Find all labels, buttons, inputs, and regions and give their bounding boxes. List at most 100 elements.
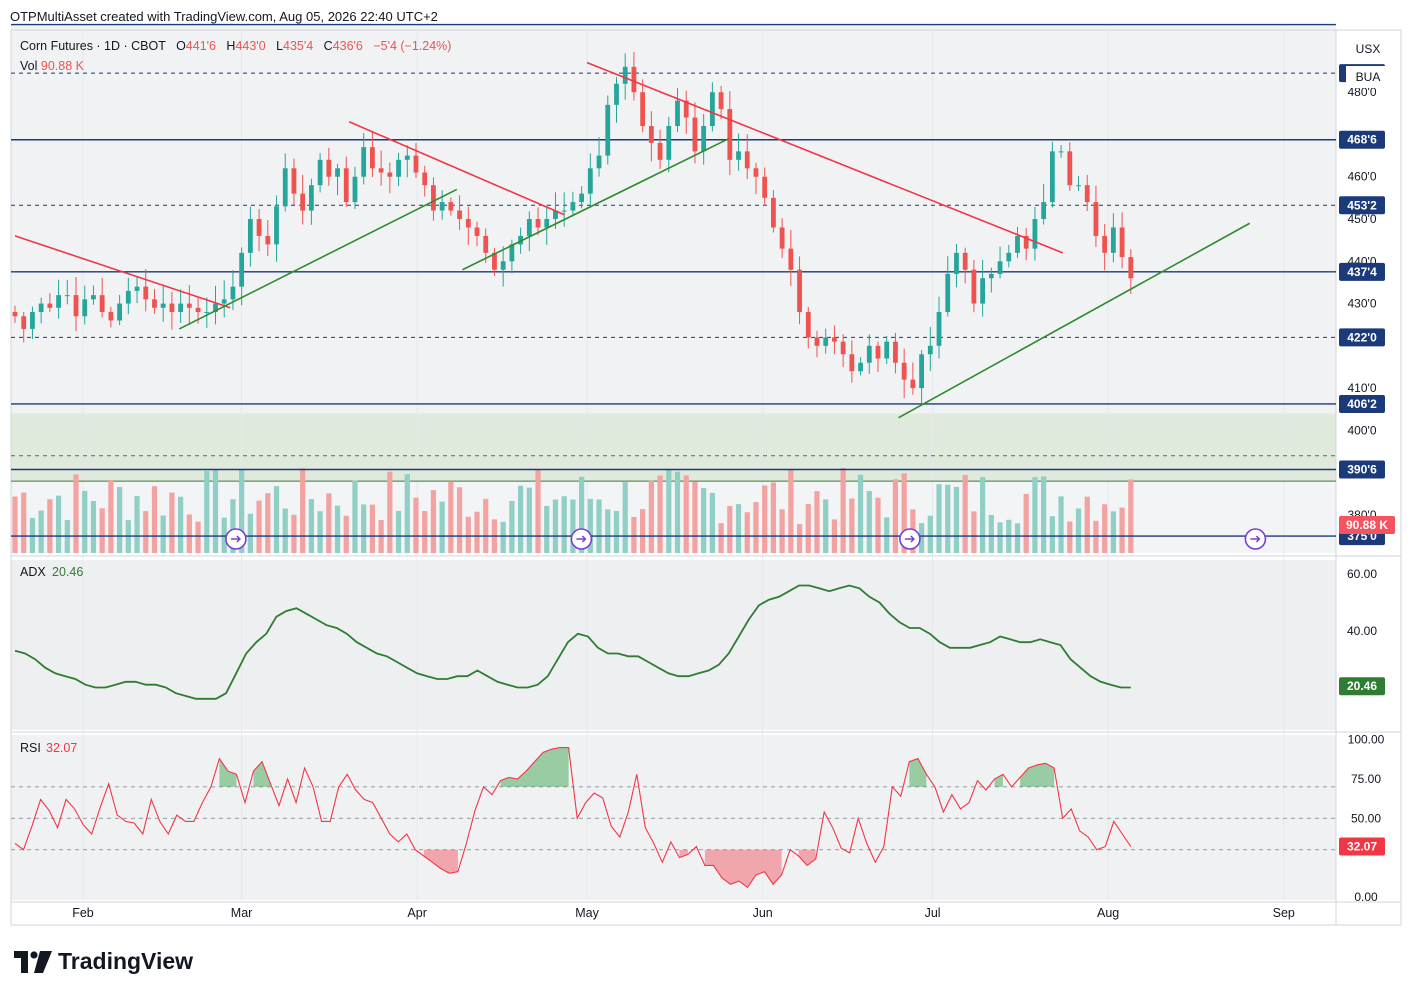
support-zone	[11, 413, 1336, 482]
volume-bar	[230, 499, 236, 553]
volume-bar	[12, 496, 18, 553]
price-level-label: 406'2	[1347, 397, 1377, 411]
time-axis-tick: Jun	[753, 906, 773, 920]
candle-body	[422, 172, 428, 186]
candle-body	[431, 185, 436, 211]
symbol-name[interactable]: Corn Futures · 1D · CBOT	[20, 39, 166, 53]
volume-bar	[779, 509, 785, 553]
volume-bar	[1084, 496, 1090, 553]
volume-bar	[90, 501, 97, 553]
candle-body	[797, 269, 802, 313]
candle-body	[587, 168, 593, 194]
volume-bar	[570, 499, 576, 553]
volume-bar	[709, 492, 715, 553]
candle-body	[500, 261, 506, 270]
candle-body	[1084, 185, 1090, 203]
candle-body	[657, 142, 663, 160]
volume-bar	[701, 488, 707, 553]
candle-body	[1128, 257, 1134, 279]
candle-body	[814, 337, 820, 346]
volume-bar	[1014, 523, 1021, 553]
volume-bar	[395, 510, 402, 553]
volume-bar	[404, 474, 410, 553]
volume-bar	[47, 499, 53, 553]
volume-bar	[117, 487, 123, 553]
candle-body	[387, 172, 393, 177]
volume-bar	[151, 486, 158, 553]
volume-bar	[884, 517, 890, 553]
volume-bar	[1067, 521, 1073, 553]
volume-bar	[587, 498, 593, 553]
volume-bar	[735, 504, 742, 553]
candle-body	[134, 286, 140, 291]
candle-body	[117, 303, 123, 321]
candle-body	[570, 202, 576, 211]
candle-body	[1058, 151, 1064, 153]
price-level-tag	[1339, 328, 1385, 347]
rsi-axis-tick: 0.00	[1354, 890, 1378, 904]
candle-body	[997, 261, 1003, 274]
time-axis-tick: Aug	[1097, 906, 1119, 920]
candle-body	[596, 155, 602, 169]
candle-body	[492, 252, 497, 270]
volume-bar	[82, 490, 88, 553]
lower-shade	[11, 481, 1336, 553]
price-level-tag	[1339, 196, 1385, 215]
candle-body	[832, 337, 837, 342]
open-label: O	[176, 39, 186, 53]
candle-body	[614, 83, 619, 105]
candle-body	[544, 219, 550, 228]
volume-bar	[273, 486, 280, 553]
volume-bar	[657, 475, 663, 553]
candle-body	[160, 303, 166, 308]
candle-body	[744, 151, 750, 169]
price-axis-tick: 480'0	[1348, 85, 1377, 99]
volume-bar	[212, 469, 219, 553]
volume-bar	[971, 511, 977, 553]
candle-body	[1067, 151, 1073, 186]
rsi-overbought-fill	[500, 747, 569, 787]
candle-body	[335, 168, 340, 177]
volume-bar	[1058, 496, 1064, 553]
volume-bar	[456, 487, 463, 553]
candle-body	[945, 273, 951, 313]
volume-bar	[805, 503, 811, 553]
candle-body	[771, 197, 776, 228]
candle-body	[47, 303, 53, 308]
volume-bar	[579, 476, 585, 553]
volume-bar	[1032, 477, 1038, 553]
high-value: 443'0	[235, 39, 266, 53]
candle-body	[56, 295, 61, 308]
candle-body	[483, 235, 489, 253]
volume-bar	[823, 499, 829, 553]
volume-bar	[796, 524, 803, 553]
candle-body	[439, 202, 445, 211]
price-axis-tick: 430'0	[1348, 297, 1377, 311]
volume-bar	[108, 479, 114, 553]
candle-body	[457, 210, 462, 220]
volume-bar	[622, 482, 628, 553]
volume-bar	[631, 516, 637, 553]
tradingview-logo[interactable]: TradingView	[14, 948, 193, 975]
candle-body	[954, 252, 959, 274]
candle-body	[361, 147, 367, 177]
candle-body	[927, 345, 933, 355]
candle-body	[326, 159, 332, 177]
usx-scale-button[interactable]: USX	[1346, 38, 1390, 60]
candle-body	[73, 295, 79, 317]
volume-bar	[561, 496, 567, 553]
volume-bar	[875, 497, 881, 553]
candle-body	[308, 185, 314, 211]
candle-body	[82, 299, 88, 317]
candle-body	[648, 126, 654, 143]
candle-body	[1032, 219, 1038, 249]
volume-bar	[945, 484, 951, 553]
volume-bar	[1102, 504, 1108, 553]
candle-body	[404, 155, 410, 160]
volume-bar	[997, 522, 1003, 553]
price-axis-tick: 450'0	[1348, 212, 1377, 226]
volume-bar	[544, 505, 550, 553]
volume-legend: Vol 90.88 K	[20, 59, 84, 73]
bua-scale-button[interactable]: BUA	[1346, 66, 1390, 88]
